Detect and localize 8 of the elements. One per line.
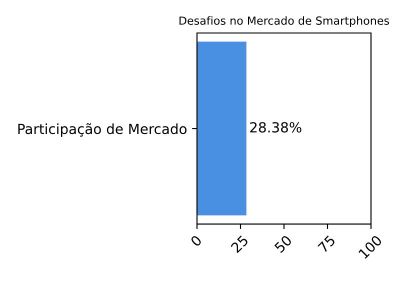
data-label: 28.38% bbox=[250, 122, 302, 133]
x-tick-label: 50 bbox=[274, 234, 292, 254]
chart-title: Desafios no Mercado de Smartphones bbox=[180, 16, 390, 27]
x-tick-label: 0 bbox=[190, 234, 202, 248]
x-tick-label: 25 bbox=[230, 234, 249, 254]
y-tick-label: Participação de Mercado bbox=[18, 123, 187, 137]
x-tick-label: 75 bbox=[318, 234, 336, 254]
x-tick-label: 100 bbox=[358, 234, 383, 260]
